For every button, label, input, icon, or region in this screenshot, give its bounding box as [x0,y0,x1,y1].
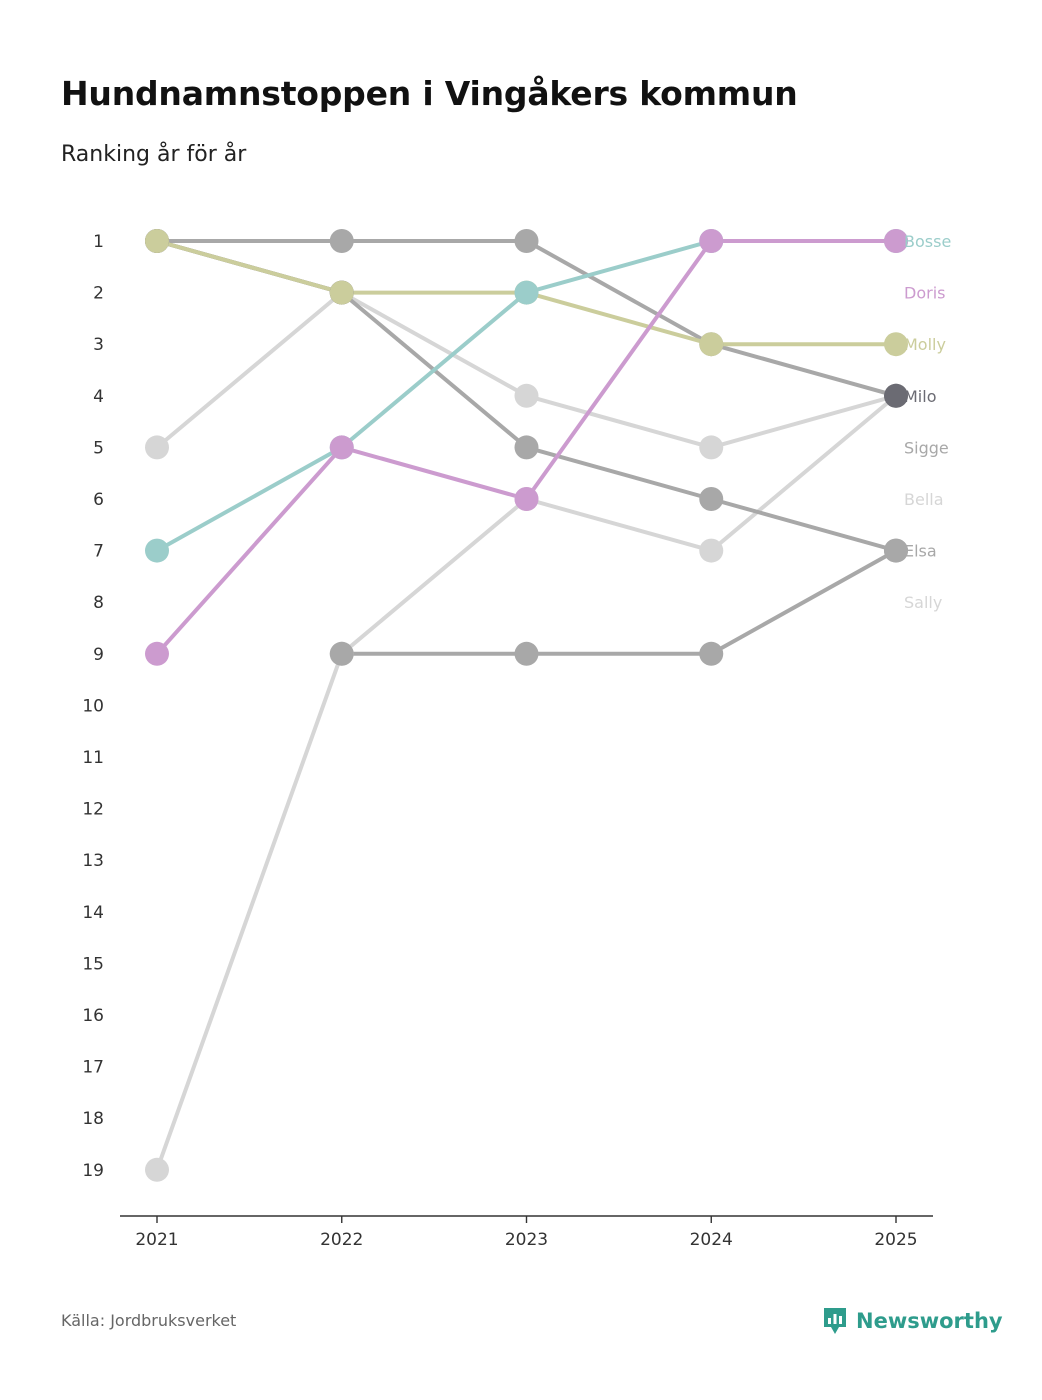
end-label-sally: Sally [904,593,942,612]
series-points [145,229,908,1182]
y-tick-label: 14 [82,903,104,923]
brand-logo[interactable]: Newsworthy [822,1306,1003,1336]
y-tick-label: 15 [82,954,104,974]
x-tick-label: 2022 [320,1230,363,1250]
line-segment-doris [155,445,344,656]
line-segment-sally [155,651,344,1172]
line-segment-bella [155,290,344,450]
point-bosse[interactable] [145,538,169,563]
line-segment-sigge [709,342,898,398]
line-segment-doris [339,445,529,501]
line-segment-sally [709,393,898,553]
y-tick-label: 10 [82,696,104,716]
line-segment-bosse [339,290,529,450]
point-doris[interactable] [884,229,908,253]
line-segment-sally [524,497,714,553]
y-tick-label: 5 [93,438,104,458]
y-tick-label: 13 [82,851,104,871]
y-tick-label: 1 [93,232,104,252]
point-molly[interactable] [699,332,724,357]
point-elsa[interactable] [699,641,724,666]
y-tick-label: 12 [82,800,104,820]
line-segment-bella [339,290,529,398]
point-molly[interactable] [145,229,169,253]
point-sigge[interactable] [329,229,354,253]
point-sally[interactable] [699,538,724,563]
y-tick-label: 7 [93,542,104,562]
point-doris[interactable] [145,641,169,666]
x-tick-label: 2021 [135,1230,178,1250]
point-elsa[interactable] [884,538,908,563]
point-elsa[interactable] [329,641,354,666]
y-tick-label: 18 [82,1109,104,1129]
y-tick-label: 16 [82,1006,104,1026]
point-bella[interactable] [145,435,169,460]
point-sally[interactable] [145,1157,169,1182]
x-tick-label: 2025 [874,1230,917,1250]
line-segment-sally [339,497,529,656]
point-elsa[interactable] [699,487,724,511]
chart-subtitle: Ranking år för år [61,142,247,167]
line-segment-molly [524,290,714,347]
point-molly[interactable] [884,332,908,357]
y-tick-label: 9 [93,645,104,665]
source-note: Källa: Jordbruksverket [61,1311,237,1330]
y-tick-label: 3 [93,335,104,355]
line-segment-sigge [524,239,714,347]
y-tick-label: 2 [93,284,104,304]
end-label-molly: Molly [904,335,946,354]
point-bella[interactable] [514,383,539,408]
line-segment-bosse [155,445,344,553]
newsworthy-logo-icon [824,1308,846,1334]
series-end-labels: Sally Bella Elsa Sigge Milo Molly Bosse Doris [904,232,951,612]
x-axis: 2021 2022 2023 2024 2025 [120,1215,933,1250]
point-sigge[interactable] [514,229,539,253]
line-segment-bosse [524,239,714,295]
y-tick-label: 19 [82,1161,104,1181]
point-milo[interactable] [884,383,908,408]
line-segment-elsa [709,497,898,553]
x-tick-label: 2023 [505,1230,548,1250]
end-label-doris: Doris [904,284,945,303]
point-molly[interactable] [329,280,354,305]
point-elsa[interactable] [514,435,539,460]
y-tick-label: 8 [93,593,104,613]
series-lines [155,239,898,1172]
line-segment-bella [524,393,714,450]
point-doris[interactable] [514,487,539,511]
line-segment-elsa [709,548,898,656]
y-tick-label: 6 [93,490,104,510]
point-bosse[interactable] [514,280,539,305]
x-tick-label: 2024 [690,1230,733,1250]
y-tick-label: 4 [93,387,104,407]
point-bella[interactable] [699,435,724,460]
line-segment-doris [524,239,714,501]
chart-title: Hundnamnstoppen i Vingåkers kommun [61,74,798,113]
point-elsa[interactable] [514,641,539,666]
end-label-sigge: Sigge [904,438,949,457]
end-label-elsa: Elsa [904,542,937,561]
y-tick-label: 17 [82,1058,104,1078]
line-segment-molly [155,239,344,295]
end-label-bosse: Bosse [904,232,951,251]
point-doris[interactable] [699,229,724,253]
y-tick-label: 11 [82,748,104,768]
end-label-bella: Bella [904,490,944,509]
point-doris[interactable] [329,435,354,460]
brand-name: Newsworthy [856,1309,1003,1333]
end-label-milo: Milo [904,387,936,406]
line-segment-bella [709,393,898,450]
line-segment-elsa [524,445,714,501]
